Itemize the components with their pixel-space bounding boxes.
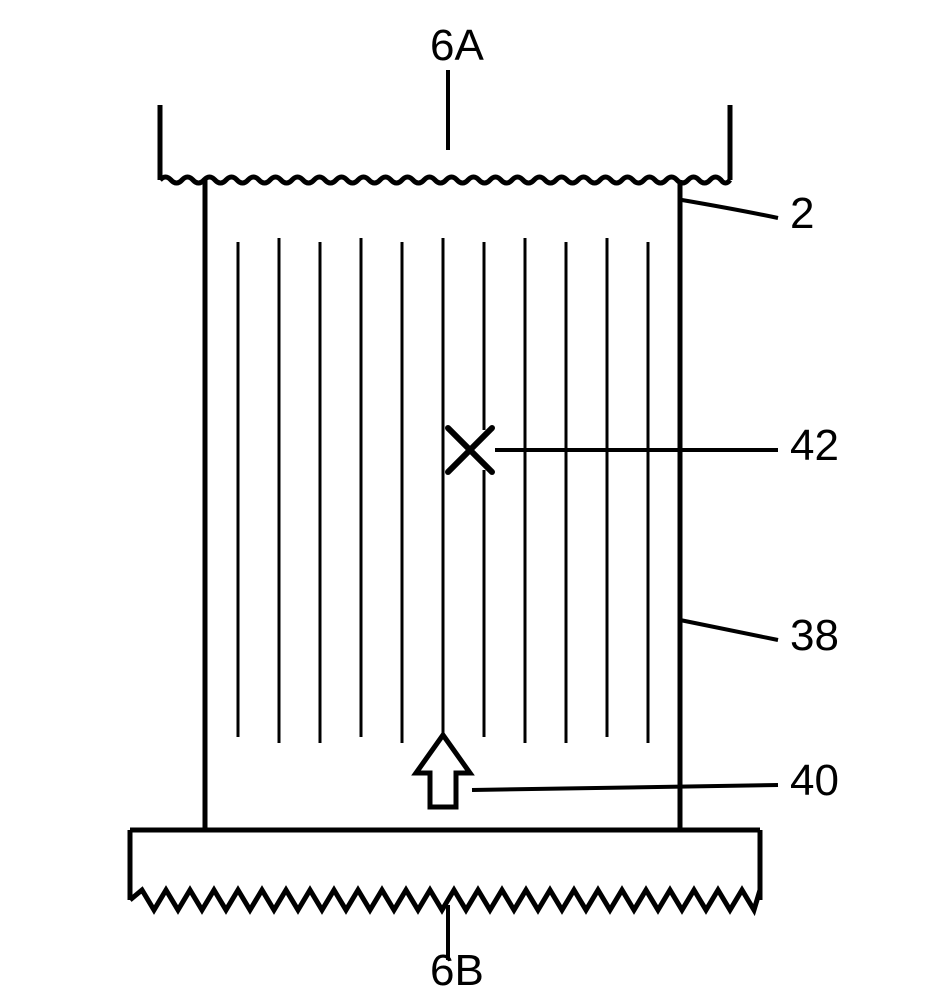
label-40: 40 — [790, 756, 839, 805]
bottom-bracket-zigzag-edge — [130, 890, 760, 910]
label-38: 38 — [790, 611, 839, 660]
technical-diagram: 6A 6B 2 42 38 40 — [0, 0, 931, 1000]
label-6b: 6B — [430, 946, 484, 995]
leader-line-40 — [472, 785, 778, 790]
leader-line-38 — [680, 620, 778, 640]
label-6a: 6A — [430, 21, 484, 70]
leader-line-2 — [682, 200, 778, 218]
label-2: 2 — [790, 189, 814, 238]
up-arrow-icon — [416, 735, 470, 807]
label-42: 42 — [790, 421, 839, 470]
top-bracket-wavy-edge — [160, 177, 730, 183]
